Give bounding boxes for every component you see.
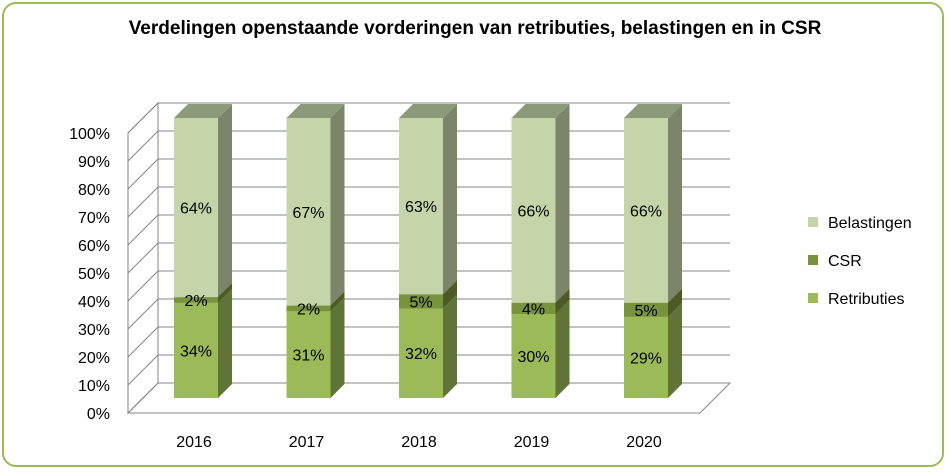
y-tick-label: 20% — [78, 350, 110, 367]
x-tick-label: 2019 — [514, 434, 550, 451]
legend-swatch — [808, 293, 818, 303]
data-label: 66% — [517, 203, 549, 220]
data-label: 30% — [517, 349, 549, 366]
legend-label: CSR — [828, 253, 862, 270]
y-tick-label: 90% — [78, 154, 110, 171]
gridline — [127, 102, 730, 134]
chart-title: Verdelingen openstaande vorderingen van … — [128, 18, 822, 39]
legend-swatch — [808, 255, 818, 265]
data-label: 66% — [630, 203, 662, 220]
bar-segment — [624, 316, 668, 398]
bar-side — [443, 104, 457, 295]
bar-top — [399, 104, 457, 118]
y-tick-label: 80% — [78, 182, 110, 199]
bar-segment — [286, 118, 331, 306]
x-tick-label: 2020 — [626, 434, 662, 451]
bar-top — [286, 104, 345, 118]
bar-segment — [624, 118, 668, 303]
y-tick-label: 60% — [78, 238, 110, 255]
bar-side — [330, 297, 345, 398]
bar-side — [555, 104, 570, 303]
bar-segment — [511, 314, 556, 398]
bar-side — [555, 300, 570, 398]
bar-segment — [174, 302, 218, 398]
data-label: 64% — [180, 201, 212, 218]
floor — [126, 382, 732, 414]
bars — [174, 104, 682, 398]
data-label: 34% — [180, 343, 212, 360]
bar-segment — [174, 297, 218, 303]
data-label: 5% — [634, 303, 657, 320]
bar-side — [668, 288, 682, 317]
bar-top — [174, 104, 232, 118]
chart-frame — [2, 2, 944, 467]
data-label: 32% — [405, 346, 437, 363]
bar-side — [218, 104, 232, 298]
bar-side — [668, 302, 682, 398]
bar-top — [511, 104, 570, 118]
y-tick-label: 40% — [78, 294, 110, 311]
bar-side — [555, 288, 570, 314]
data-label: 29% — [630, 350, 662, 367]
x-axis-ticks: 2016 2017 2018 2019 2020 — [176, 434, 662, 451]
bar-side — [668, 104, 682, 303]
bar-side — [330, 291, 345, 312]
legend-label: Belastingen — [828, 215, 912, 232]
bar-segment — [399, 118, 443, 295]
bar-segment — [174, 118, 218, 298]
bar-side — [218, 288, 232, 398]
y-tick-label: 100% — [69, 126, 110, 143]
y-tick-label: 30% — [78, 322, 110, 339]
data-label: 2% — [297, 301, 320, 318]
y-tick-label: 70% — [78, 210, 110, 227]
legend-label: Retributies — [828, 291, 904, 308]
bar-segment — [511, 302, 556, 314]
bar-segment — [511, 118, 556, 303]
x-tick-label: 2018 — [401, 434, 437, 451]
y-tick-label: 0% — [87, 406, 110, 423]
bar-segment — [286, 311, 331, 398]
data-labels: 34% 2% 64% 31% 2% 67% 32% 5% 63% 30% 4% 66% 29% 5% 66% — [180, 199, 662, 367]
x-tick-label: 2016 — [176, 434, 212, 451]
x-tick-label: 2017 — [289, 434, 325, 451]
data-label: 63% — [405, 199, 437, 216]
data-label: 4% — [522, 301, 545, 318]
y-axis-ticks: 0% 10% 20% 30% 40% 50% 60% 70% 80% 90% 100% — [69, 126, 110, 423]
bar-side — [443, 280, 457, 309]
bar-segment — [399, 308, 443, 398]
data-label: 2% — [184, 293, 207, 310]
bar-top — [624, 104, 682, 118]
data-label: 5% — [409, 294, 432, 311]
y-tick-label: 50% — [78, 266, 110, 283]
bar-side — [330, 104, 345, 306]
bar-segment — [286, 305, 331, 312]
legend: Belastingen CSR Retributies — [808, 215, 912, 308]
data-label: 67% — [292, 205, 324, 222]
bar-segment — [624, 302, 668, 317]
bar-side — [218, 283, 232, 303]
bar-segment — [399, 294, 443, 309]
y-tick-label: 10% — [78, 378, 110, 395]
data-label: 31% — [292, 348, 324, 365]
legend-swatch — [808, 217, 818, 227]
bar-side — [443, 294, 457, 398]
